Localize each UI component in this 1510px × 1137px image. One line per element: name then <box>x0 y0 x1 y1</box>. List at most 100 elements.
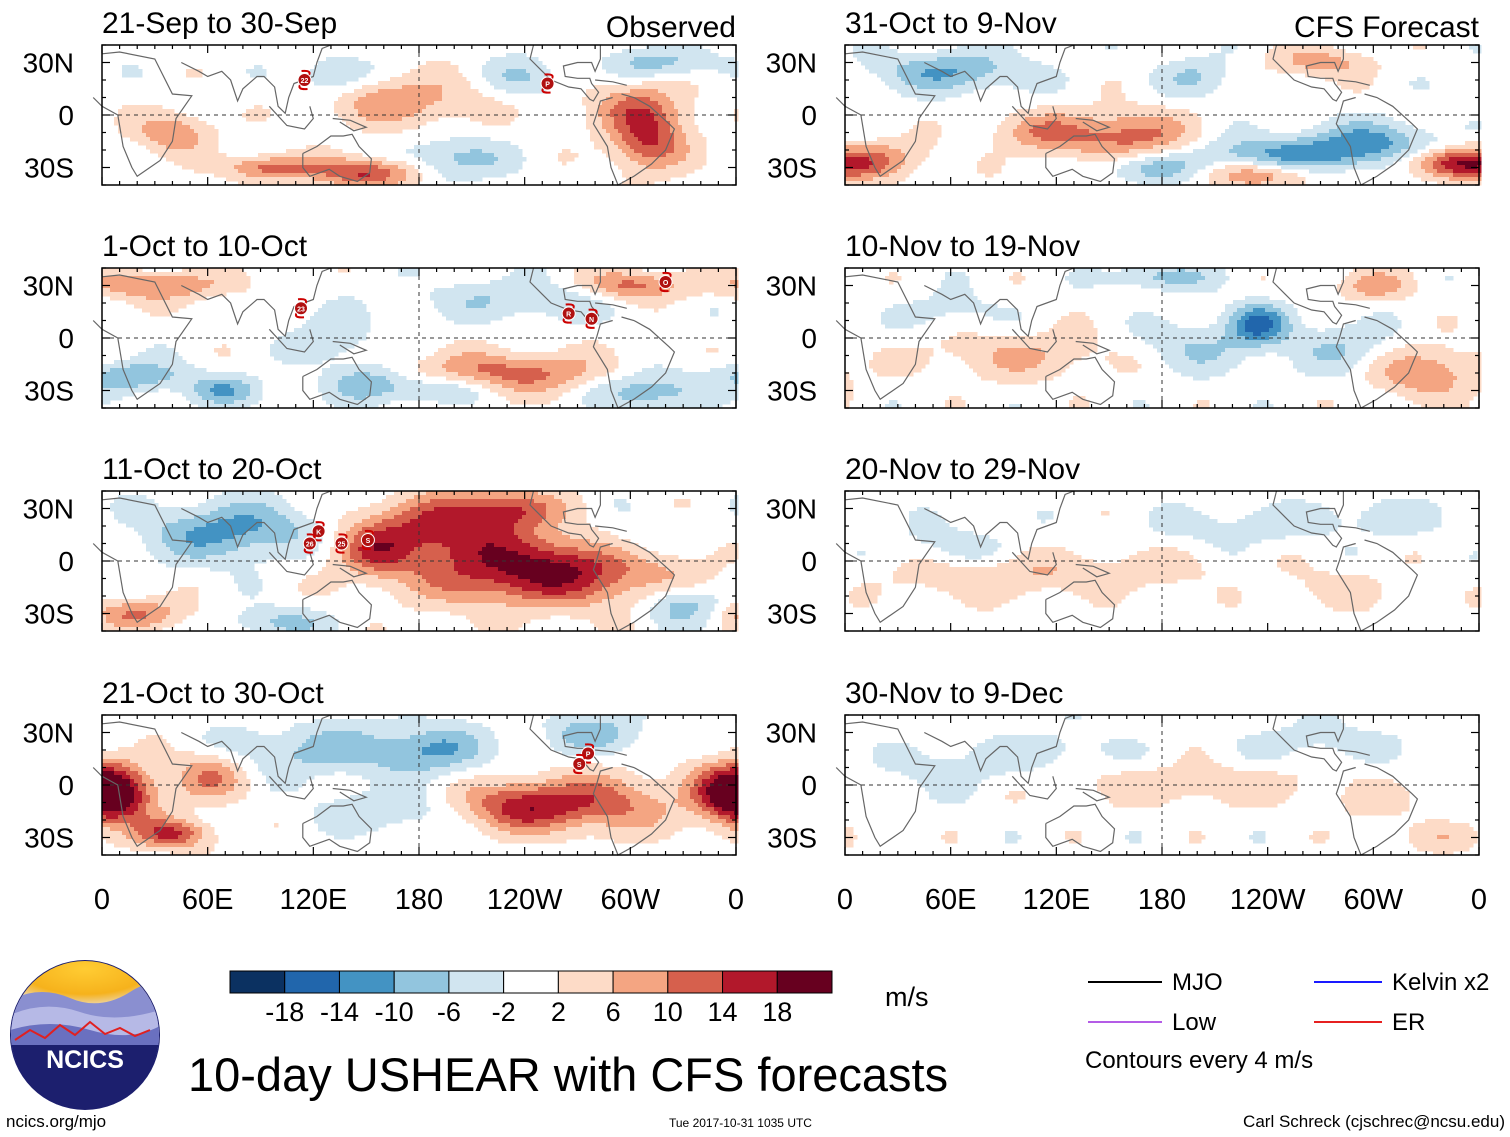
storm-label: O <box>663 280 669 287</box>
legend-label-kelvin: Kelvin x2 <box>1392 969 1489 996</box>
lat-tick-label: 30S <box>24 599 74 630</box>
storm-label: P <box>586 752 591 759</box>
colorbar-swatch <box>668 971 723 993</box>
shear-field <box>102 715 739 856</box>
colorbar-units: m/s <box>885 982 929 1012</box>
colorbar-swatch <box>449 971 504 993</box>
storm-label: S <box>366 538 371 545</box>
colorbar-swatch <box>394 971 449 993</box>
storm-label: S <box>577 762 582 769</box>
lon-tick-label: 120E <box>1022 884 1090 916</box>
contour-note: Contours every 4 m/s <box>1085 1047 1313 1074</box>
lon-tick-label: 180 <box>1138 884 1186 916</box>
legend-label-low: Low <box>1172 1009 1217 1036</box>
colorbar-tick-label: 10 <box>653 997 683 1027</box>
lat-tick-label: 30N <box>23 718 74 749</box>
panel-column-label: Observed <box>606 11 736 44</box>
colorbar-swatch <box>230 971 285 993</box>
panel-period-title: 1-Oct to 10-Oct <box>102 230 308 263</box>
lat-tick-label: 30S <box>24 376 74 407</box>
panel-5: 30N 0 30S 31-Oct to 9-Nov CFS Forecast <box>766 7 1482 186</box>
lat-tick-label: 0 <box>58 770 74 801</box>
shear-field <box>102 268 739 409</box>
colorbar-tick-label: 6 <box>606 997 621 1027</box>
lat-tick-label: 30S <box>767 599 817 630</box>
lon-tick-label: 60W <box>1344 884 1404 916</box>
x-axis-observed: 0 60E 120E 180 120W 60W 0 <box>94 884 744 916</box>
storm-label: K <box>316 529 321 536</box>
shear-field <box>849 499 1482 612</box>
panel-period-title: 21-Oct to 30-Oct <box>102 677 324 710</box>
storm-label: 25 <box>338 542 346 549</box>
panel-period-title: 21-Sep to 30-Sep <box>102 7 337 40</box>
lon-tick-label: 0 <box>837 884 853 916</box>
lon-tick-label: 120W <box>487 884 563 916</box>
panel-column-label: CFS Forecast <box>1294 11 1480 44</box>
colorbar-tick-label: 18 <box>762 997 792 1027</box>
colorbar-swatch <box>504 971 559 993</box>
shear-field <box>102 491 739 632</box>
lon-tick-label: 0 <box>1471 884 1487 916</box>
lon-tick-label: 60E <box>182 884 234 916</box>
colorbar-tick-label: 14 <box>708 997 738 1027</box>
lat-tick-label: 30N <box>766 48 817 79</box>
colorbar-tick-label: -14 <box>320 997 359 1027</box>
colorbar-swatch <box>558 971 613 993</box>
shear-field <box>845 268 1482 409</box>
lat-tick-label: 0 <box>801 100 817 131</box>
colorbar-tick-label: -18 <box>265 997 304 1027</box>
lat-tick-label: 0 <box>58 323 74 354</box>
lat-tick-label: 30S <box>767 376 817 407</box>
storm-label: 26 <box>306 542 314 549</box>
lat-tick-label: 0 <box>801 770 817 801</box>
legend-label-mjo: MJO <box>1172 969 1223 996</box>
legend: MJO Kelvin x2 Low ER Contours every 4 m/… <box>1085 969 1489 1074</box>
storm-label: 23 <box>297 306 305 313</box>
lon-tick-label: 120E <box>279 884 347 916</box>
figure-title: 10-day USHEAR with CFS forecasts <box>188 1048 948 1101</box>
lat-tick-label: 30S <box>767 153 817 184</box>
colorbar-tick-label: 2 <box>551 997 566 1027</box>
shear-field <box>845 45 1482 186</box>
colorbar-swatch <box>339 971 394 993</box>
storm-label: R <box>566 312 571 319</box>
storm-label: 22 <box>301 78 309 85</box>
colorbar-tick-label: -2 <box>492 997 516 1027</box>
lat-tick-label: 30N <box>23 494 74 525</box>
colorbar-swatch <box>613 971 668 993</box>
lon-tick-label: 60W <box>601 884 661 916</box>
storm-marker: 22 <box>298 71 311 89</box>
panel-period-title: 11-Oct to 20-Oct <box>102 453 322 486</box>
lat-tick-label: 30S <box>24 823 74 854</box>
figure: 30N030S21-Sep to 30-Sep Observed22 P30N030… <box>0 0 1510 1137</box>
lon-tick-label: 60E <box>925 884 977 916</box>
lat-tick-label: 0 <box>801 323 817 354</box>
lon-tick-label: 120W <box>1230 884 1306 916</box>
ncics-logo: NCICS <box>10 960 160 1115</box>
panel-period-title: 31-Oct to 9-Nov <box>845 7 1057 40</box>
lat-tick-label: 30S <box>24 153 74 184</box>
panel-4: 30N 0 30S 21-Oct to 30-Oct PS <box>23 677 739 856</box>
colorbar-tick-label: -6 <box>437 997 461 1027</box>
colorbar-swatch <box>285 971 340 993</box>
lat-tick-label: 30N <box>766 718 817 749</box>
timestamp: Tue 2017-10-31 1035 UTC <box>669 1116 812 1130</box>
panel-6: 30N 0 30S 10-Nov to 19-Nov <box>766 230 1482 409</box>
lat-tick-label: 30N <box>766 271 817 302</box>
storm-label: N <box>589 317 594 324</box>
x-axis-forecast: 0 60E 120E 180 120W 60W 0 <box>837 884 1487 916</box>
colorbar: -18 -14 -10 -6 -2 2 6 10 14 18 <box>230 971 832 1027</box>
panel-period-title: 10-Nov to 19-Nov <box>845 230 1080 263</box>
lon-tick-label: 0 <box>94 884 110 916</box>
logo-text: NCICS <box>46 1046 124 1074</box>
website-link[interactable]: ncics.org/mjo <box>6 1112 106 1131</box>
lon-tick-label: 0 <box>728 884 744 916</box>
lat-tick-label: 0 <box>801 546 817 577</box>
lat-tick-label: 0 <box>58 100 74 131</box>
lat-tick-label: 30S <box>767 823 817 854</box>
panel-period-title: 20-Nov to 29-Nov <box>845 453 1080 486</box>
